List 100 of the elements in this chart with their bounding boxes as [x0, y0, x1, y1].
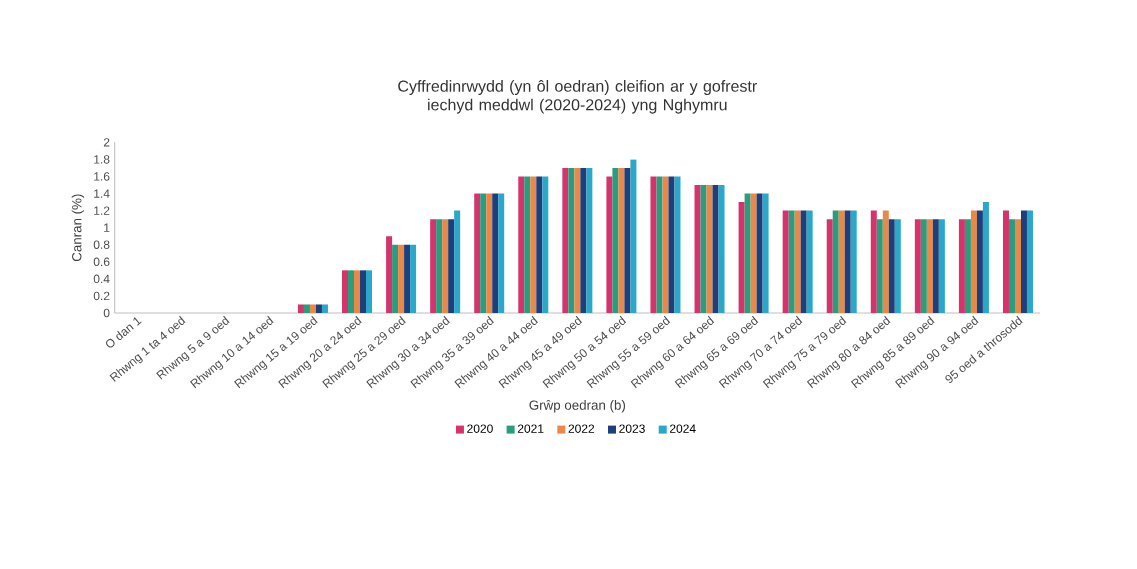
bar: [662, 176, 669, 313]
bar: [668, 176, 675, 313]
bar: [914, 219, 921, 313]
legend-label: 2024: [669, 424, 696, 433]
bar: [650, 176, 657, 313]
bar: [964, 219, 971, 313]
bar: [800, 210, 807, 313]
bar: [410, 244, 417, 313]
bar: [976, 210, 983, 313]
y-tick-label: 0.4: [93, 274, 110, 284]
bar: [309, 304, 316, 313]
y-tick-label: 1.6: [94, 172, 110, 181]
bar: [958, 219, 965, 313]
bar: [750, 193, 757, 313]
bar: [342, 270, 349, 313]
bar: [474, 193, 481, 313]
bar: [492, 193, 499, 313]
bar: [744, 193, 751, 313]
bar: [568, 167, 575, 313]
y-tick-label: 1.2: [94, 206, 110, 215]
bar: [630, 159, 637, 313]
bar: [738, 202, 745, 313]
bar: [806, 210, 813, 313]
bar: [586, 167, 593, 313]
bar: [982, 202, 989, 313]
bar: [480, 193, 487, 313]
x-tick-label: O dan 1: [105, 317, 142, 348]
bar: [932, 219, 939, 313]
bar: [315, 304, 322, 313]
bar: [448, 219, 455, 313]
bar: [656, 176, 663, 313]
bar: [1008, 219, 1015, 313]
legend-label: 2023: [619, 424, 645, 433]
bar: [348, 270, 355, 313]
bar: [1002, 210, 1009, 313]
bar: [524, 176, 531, 313]
bar: [794, 210, 801, 313]
bar: [782, 210, 789, 313]
bar: [442, 219, 449, 313]
y-tick-label: 0.8: [93, 240, 110, 249]
bar: [536, 176, 543, 313]
bar: [674, 176, 681, 313]
legend-label: 2020: [467, 424, 493, 433]
bar: [618, 167, 625, 313]
bar: [762, 193, 769, 313]
bar: [297, 304, 304, 313]
y-tick-label: 1.8: [94, 155, 110, 164]
bar: [398, 244, 405, 313]
y-tick-label: 1: [104, 223, 110, 232]
bar: [392, 244, 399, 313]
bar: [850, 210, 857, 313]
bar: [1026, 210, 1033, 313]
bar: [498, 193, 505, 313]
bar: [700, 185, 707, 313]
bar: [882, 210, 889, 313]
legend-label: 2022: [568, 424, 595, 433]
y-axis-title: Canran (%): [71, 194, 85, 262]
bar: [838, 210, 845, 313]
bar: [920, 219, 927, 313]
bar: [580, 167, 587, 313]
bar: [876, 219, 883, 313]
bar: [938, 219, 945, 313]
bar: [970, 210, 977, 313]
bar: [712, 185, 719, 313]
bar: [788, 210, 795, 313]
bar: [486, 193, 493, 313]
bar: [404, 244, 411, 313]
bar: [354, 270, 361, 313]
bar: [844, 210, 851, 313]
bar: [870, 210, 877, 313]
bar: [562, 167, 569, 313]
y-tick-label: 0.6: [93, 257, 110, 267]
bar: [436, 219, 443, 313]
bar: [826, 219, 833, 313]
bar: [321, 304, 328, 313]
bar: [756, 193, 763, 313]
bar: [832, 210, 839, 313]
bar: [926, 219, 933, 313]
x-axis-title: Grŵp oedran (b): [529, 399, 626, 413]
bar: [360, 270, 367, 313]
y-tick-label: 0.2: [93, 291, 110, 301]
bar: [430, 219, 437, 313]
bar: [706, 185, 713, 313]
y-tick-label: 0: [103, 308, 110, 318]
bar: [894, 219, 901, 313]
y-tick-label: 1.4: [94, 189, 110, 198]
chart-title: Cyffredinrwydd (yn ôl oedran) cleifion ar y gofrestr iechyd meddwl (2020-2024) yng Nghymru: [398, 79, 757, 114]
bar: [530, 176, 537, 313]
bar: [386, 236, 393, 313]
bar: [718, 185, 725, 313]
legend-label: 2021: [517, 424, 544, 433]
bar: [694, 185, 701, 313]
bar: [303, 304, 310, 313]
bar: [366, 270, 373, 313]
bar: [1020, 210, 1027, 313]
bar: [542, 176, 549, 313]
bar: [606, 176, 613, 313]
bar: [454, 210, 461, 313]
bar: [624, 167, 631, 313]
y-tick-label: 2: [103, 138, 110, 147]
